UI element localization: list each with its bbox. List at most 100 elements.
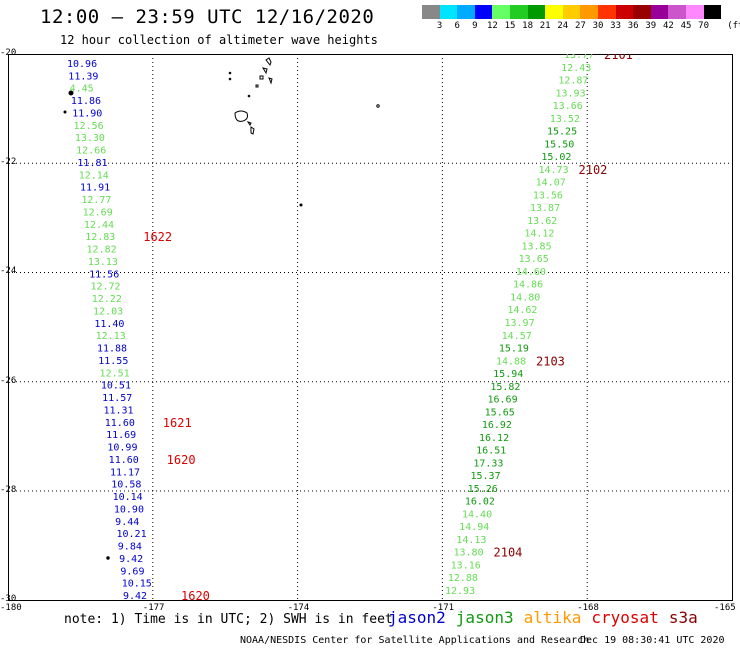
scale-swatch xyxy=(615,5,634,19)
satellite-legend: jason2 jason3 altika cryosat s3a xyxy=(388,608,708,627)
wave-height-label: 11.60 xyxy=(105,418,135,429)
wave-height-label: 12.77 xyxy=(81,195,111,206)
wave-height-label: 13.52 xyxy=(550,114,580,125)
wave-height-label: 10.51 xyxy=(101,381,131,392)
scale-swatch xyxy=(527,5,546,19)
wave-height-label: 11.57 xyxy=(102,393,132,404)
latitude-tick-label: -28 xyxy=(0,484,17,495)
wave-height-label: 13.30 xyxy=(75,133,105,144)
wave-height-label: 11.40 xyxy=(94,319,124,330)
wave-height-label: 12.22 xyxy=(92,294,122,305)
wave-height-label: 14.94 xyxy=(459,522,489,533)
pass-time-label: 1620 xyxy=(181,589,210,601)
wave-height-label: 10.21 xyxy=(116,529,146,540)
scale-label: 15 xyxy=(504,21,516,31)
pass-time-label: 2103 xyxy=(536,354,565,368)
scale-swatch xyxy=(474,5,493,19)
longitude-tick-label: -165 xyxy=(714,603,736,613)
wave-height-label: 13.16 xyxy=(451,560,481,571)
wave-height-label: 11.60 xyxy=(109,455,139,466)
scale-swatch xyxy=(685,5,704,19)
island-shape xyxy=(106,556,110,560)
legend-jason3: jason3 xyxy=(455,608,514,627)
wave-height-label: 10.58 xyxy=(111,480,141,491)
wave-height-label: 17.33 xyxy=(473,458,503,469)
wave-height-label: 15.94 xyxy=(493,369,523,380)
wave-height-label: 14.80 xyxy=(510,292,540,303)
wave-height-label: 13.93 xyxy=(556,88,586,99)
island-shape xyxy=(265,57,272,67)
island-shape xyxy=(299,203,303,207)
wave-height-label: 13.80 xyxy=(454,548,484,559)
scale-swatch xyxy=(580,5,598,19)
graticule-grid xyxy=(8,54,733,601)
scale-unit: (ft) xyxy=(727,21,740,31)
scale-label: 18 xyxy=(522,21,534,31)
scale-label: 9 xyxy=(472,21,478,31)
longitude-tick-label: -174 xyxy=(287,603,310,613)
wave-height-label: 15.50 xyxy=(544,139,574,150)
legend-cryosat: cryosat xyxy=(591,608,659,627)
scale-swatch xyxy=(545,5,563,19)
wave-height-label: 12.69 xyxy=(83,207,113,218)
wave-height-label: 9.44 xyxy=(115,517,139,528)
wave-height-label: 13.85 xyxy=(522,241,552,252)
wave-height-label: 14.07 xyxy=(536,178,566,189)
scale-swatch xyxy=(650,5,669,19)
wave-height-label: 13.66 xyxy=(553,101,583,112)
scale-swatch xyxy=(439,5,458,19)
longitude-tick-label: -171 xyxy=(432,603,455,613)
wave-height-label: 14.62 xyxy=(507,305,537,316)
scale-swatch xyxy=(562,5,581,19)
wave-height-label: 12.87 xyxy=(558,76,588,87)
wave-height-label: 13.87 xyxy=(530,203,560,214)
wave-height-label: 11.56 xyxy=(89,269,119,280)
wave-height-label: 13.77 xyxy=(564,54,594,61)
wave-height-label: 11.39 xyxy=(68,71,98,82)
island-shape xyxy=(259,75,264,80)
wave-height-label: 12.83 xyxy=(85,232,115,243)
wave-height-label: 14.60 xyxy=(516,267,546,278)
latitude-tick-label: -20 xyxy=(0,48,17,58)
island-shape xyxy=(246,121,252,126)
units-note: note: 1) Time is in UTC; 2) SWH is in fe… xyxy=(64,612,393,627)
wave-height-label: 13.65 xyxy=(519,254,549,265)
scale-label: 24 xyxy=(557,21,569,31)
credit-timestamp: Dec 19 08:30:41 UTC 2020 xyxy=(580,635,725,646)
wave-height-label: 11.81 xyxy=(77,158,107,169)
scale-label: 6 xyxy=(454,21,460,31)
scale-swatch xyxy=(703,5,722,19)
scale-label: 3 xyxy=(436,21,443,31)
scale-swatch xyxy=(633,5,651,19)
legend-s3a: s3a xyxy=(668,608,698,627)
latitude-tick-label: -22 xyxy=(0,157,17,168)
wave-height-label: 12.14 xyxy=(79,170,109,181)
latitude-tick-label: -24 xyxy=(0,266,17,277)
wave-height-label: 14.57 xyxy=(502,331,532,342)
scale-label: 70 xyxy=(698,21,710,31)
wave-height-label: 9.42 xyxy=(119,554,143,565)
wave-height-label: 10.15 xyxy=(122,579,152,590)
wave-height-label: 9.42 xyxy=(123,591,147,601)
wave-height-label: 12.43 xyxy=(561,63,591,74)
wave-height-label: 12.56 xyxy=(74,121,104,132)
wave-height-label: 13.97 xyxy=(505,318,535,329)
wave-height-label: 12.72 xyxy=(90,282,120,293)
wave-height-label: 11.90 xyxy=(72,108,102,119)
latitude-tick-label: -30 xyxy=(0,594,17,605)
wave-height-label: 14.13 xyxy=(456,535,486,546)
map-plot-area: 10.9611.394.4511.8611.9012.5613.3012.661… xyxy=(8,54,733,601)
scale-swatch xyxy=(668,5,686,19)
wave-height-label: 12.82 xyxy=(87,245,117,256)
island-shape xyxy=(228,71,232,75)
scale-swatch xyxy=(422,5,440,19)
wave-height-label: 11.91 xyxy=(80,183,110,194)
wave-height-label: 10.96 xyxy=(67,59,97,70)
wave-height-label: 15.19 xyxy=(499,344,529,355)
wave-height-label: 11.17 xyxy=(110,467,140,478)
wave-height-label: 13.13 xyxy=(88,257,118,268)
island-shape xyxy=(261,67,268,75)
wave-height-label: 16.92 xyxy=(482,420,512,431)
wave-height-label: 12.66 xyxy=(76,146,106,157)
